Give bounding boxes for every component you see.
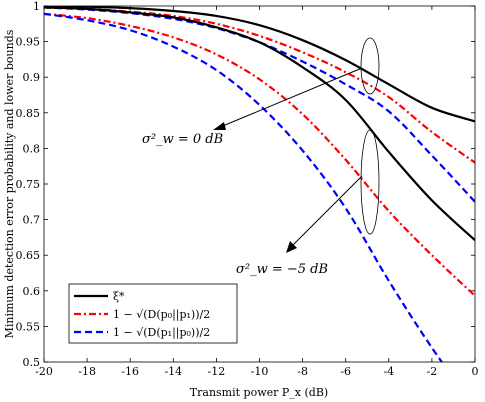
y-tick-label: 0.7	[23, 214, 41, 227]
x-tick-label: -8	[297, 365, 308, 378]
x-tick-label: -12	[208, 365, 226, 378]
x-tick-label: 0	[472, 365, 479, 378]
x-tick-label: -6	[340, 365, 351, 378]
legend-label-red: 1 − √(D(p₀||p₁))/2	[113, 308, 210, 322]
annotation-arrowhead-upper	[213, 122, 226, 130]
y-axis-label: Minimum detection error probability and …	[3, 29, 16, 338]
x-tick-label: -18	[78, 365, 96, 378]
axes-layer: -20 -18 -16 -14 -12 -10 -8 -6 -4 -2 00.50.550.60.6…	[16, 0, 479, 378]
legend-label-xi: ξ*	[113, 290, 125, 303]
legend-label-blue: 1 − √(D(p₁||p₀))/2	[113, 326, 210, 340]
series-line-2	[44, 6, 475, 164]
x-axis-label: Transmit power P_x (dB)	[190, 386, 328, 399]
y-tick-label: 1	[33, 0, 40, 13]
annotation-arrowhead-lower	[286, 241, 297, 253]
y-tick-label: 0.9	[23, 71, 41, 84]
legend-box	[68, 283, 238, 344]
annotation-arrow-upper	[217, 67, 363, 129]
series-line-5	[44, 12, 475, 297]
annotation-ellipse-upper	[360, 37, 380, 95]
y-tick-label: 0.55	[16, 320, 41, 333]
series-line-6	[44, 12, 444, 362]
legend: ξ* 1 − √(D(p₀||p₁))/2 1 − √(D(p₁||p₀))/2	[68, 283, 238, 344]
x-tick-label: -14	[164, 365, 182, 378]
y-tick-label: 0.65	[16, 249, 41, 262]
series-line-4	[44, 6, 475, 242]
annotation-arrow-lower	[289, 175, 363, 249]
y-tick-label: 0.75	[16, 178, 41, 191]
series-line-1	[44, 6, 475, 123]
annotation-group: σ²_w = 0 dB σ²_w = −5 dB	[142, 37, 380, 277]
annotation-sigma-minus5db: σ²_w = −5 dB	[236, 262, 328, 277]
annotation-sigma-0db: σ²_w = 0 dB	[142, 132, 223, 147]
y-tick-label: 0.5	[23, 356, 41, 369]
x-tick-label: -4	[383, 365, 394, 378]
x-tick-label: -16	[121, 365, 139, 378]
series-layer	[44, 6, 475, 362]
x-tick-label: -2	[427, 365, 438, 378]
y-tick-label: 0.8	[23, 142, 41, 155]
y-tick-label: 0.85	[16, 107, 41, 120]
x-tick-label: -10	[251, 365, 269, 378]
y-tick-label: 0.6	[23, 285, 41, 298]
x-tick-label: -20	[35, 365, 53, 378]
y-tick-label: 0.95	[16, 36, 41, 49]
annotation-ellipse-lower	[360, 129, 380, 235]
